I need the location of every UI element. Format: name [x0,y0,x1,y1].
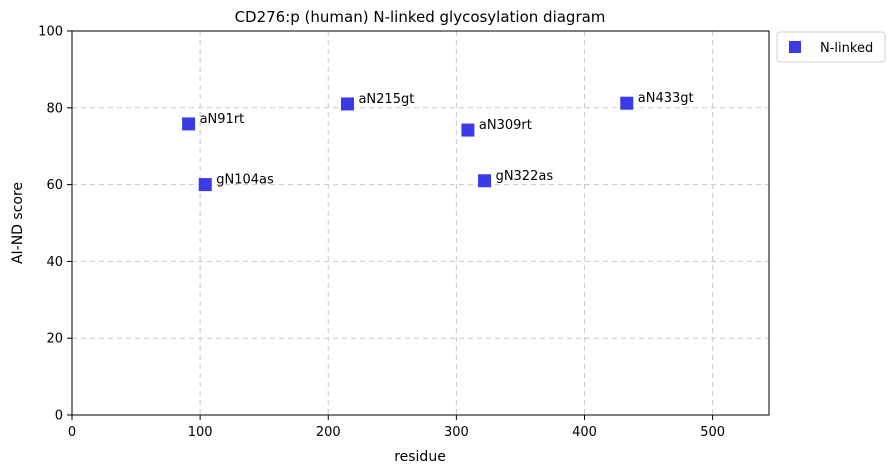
data-point-marker [198,178,212,192]
legend-label-n-linked: N-linked [820,41,873,56]
data-point-marker [478,174,492,188]
data-point-label: gN104as [216,173,274,188]
data-point-label: gN322as [496,169,554,184]
y-tick-label: 20 [46,332,63,347]
chart-title: CD276:p (human) N-linked glycosylation d… [235,8,606,26]
data-point-marker [340,97,354,111]
data-point-label: aN309rt [479,118,532,133]
grid-lines [71,30,769,416]
y-axis-label: AI-ND score [10,182,26,264]
plot-area-frame [71,30,770,416]
y-tick-label: 60 [46,178,63,193]
y-tick-label: 80 [46,101,63,116]
data-point-label: aN91rt [200,112,245,127]
data-points: aN91rt gN104as aN215gt aN309rt gN322as aN433g… [182,91,694,192]
legend-marker [789,41,801,53]
data-point-marker [182,117,196,131]
legend-box [776,31,886,63]
data-point-label: aN433gt [638,91,694,106]
x-tick-label: 300 [444,425,469,440]
data-point-label: aN215gt [358,92,414,107]
y-tick-label: 100 [38,25,63,40]
x-tick-label: 100 [188,425,213,440]
y-axis-ticks: 0 20 40 60 80 100 [38,25,72,424]
y-tick-label: 0 [55,409,63,424]
y-tick-label: 40 [46,255,63,270]
x-tick-label: 500 [700,425,725,440]
data-point-marker [461,123,475,137]
x-tick-label: 0 [68,425,76,440]
x-axis-label: residue [394,449,446,465]
data-point-marker [620,96,634,110]
x-tick-label: 400 [572,425,597,440]
x-axis-ticks: 0 100 200 300 400 500 [68,415,725,440]
x-tick-label: 200 [316,425,341,440]
legend: N-linked [776,31,886,63]
